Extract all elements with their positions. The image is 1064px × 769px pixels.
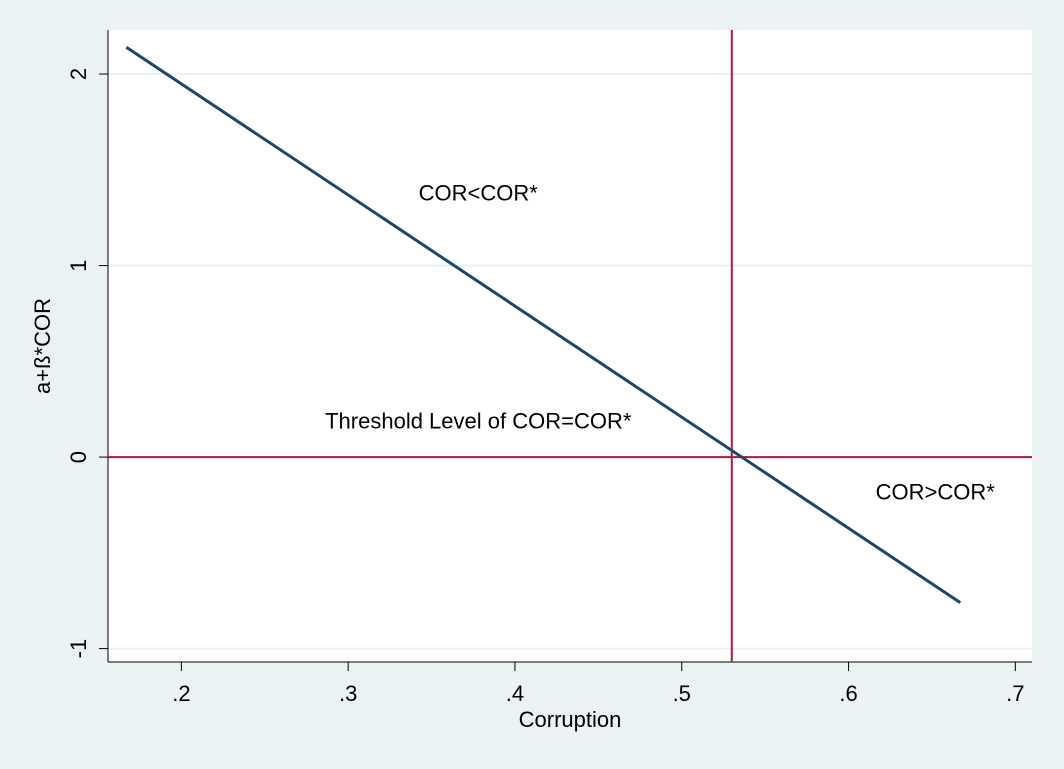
annotation: COR>COR* xyxy=(876,479,996,504)
data-line xyxy=(125,45,962,604)
x-tick-label: .5 xyxy=(673,681,691,706)
annotation: COR<COR* xyxy=(419,181,539,206)
y-tick-label: -1 xyxy=(66,639,91,659)
y-tick-label: 2 xyxy=(66,68,91,80)
y-tick-label: 1 xyxy=(66,259,91,271)
y-axis-label: a+ß*COR xyxy=(30,298,55,394)
x-tick-label: .7 xyxy=(1006,681,1024,706)
x-axis-label: Corruption xyxy=(519,707,622,732)
x-tick-label: .3 xyxy=(339,681,357,706)
annotation: Threshold Level of COR=COR* xyxy=(325,408,632,433)
x-tick-label: .6 xyxy=(839,681,857,706)
plot-area xyxy=(108,30,1032,662)
x-tick-label: .4 xyxy=(506,681,524,706)
y-tick-label: 0 xyxy=(66,451,91,463)
x-tick-label: .2 xyxy=(172,681,190,706)
